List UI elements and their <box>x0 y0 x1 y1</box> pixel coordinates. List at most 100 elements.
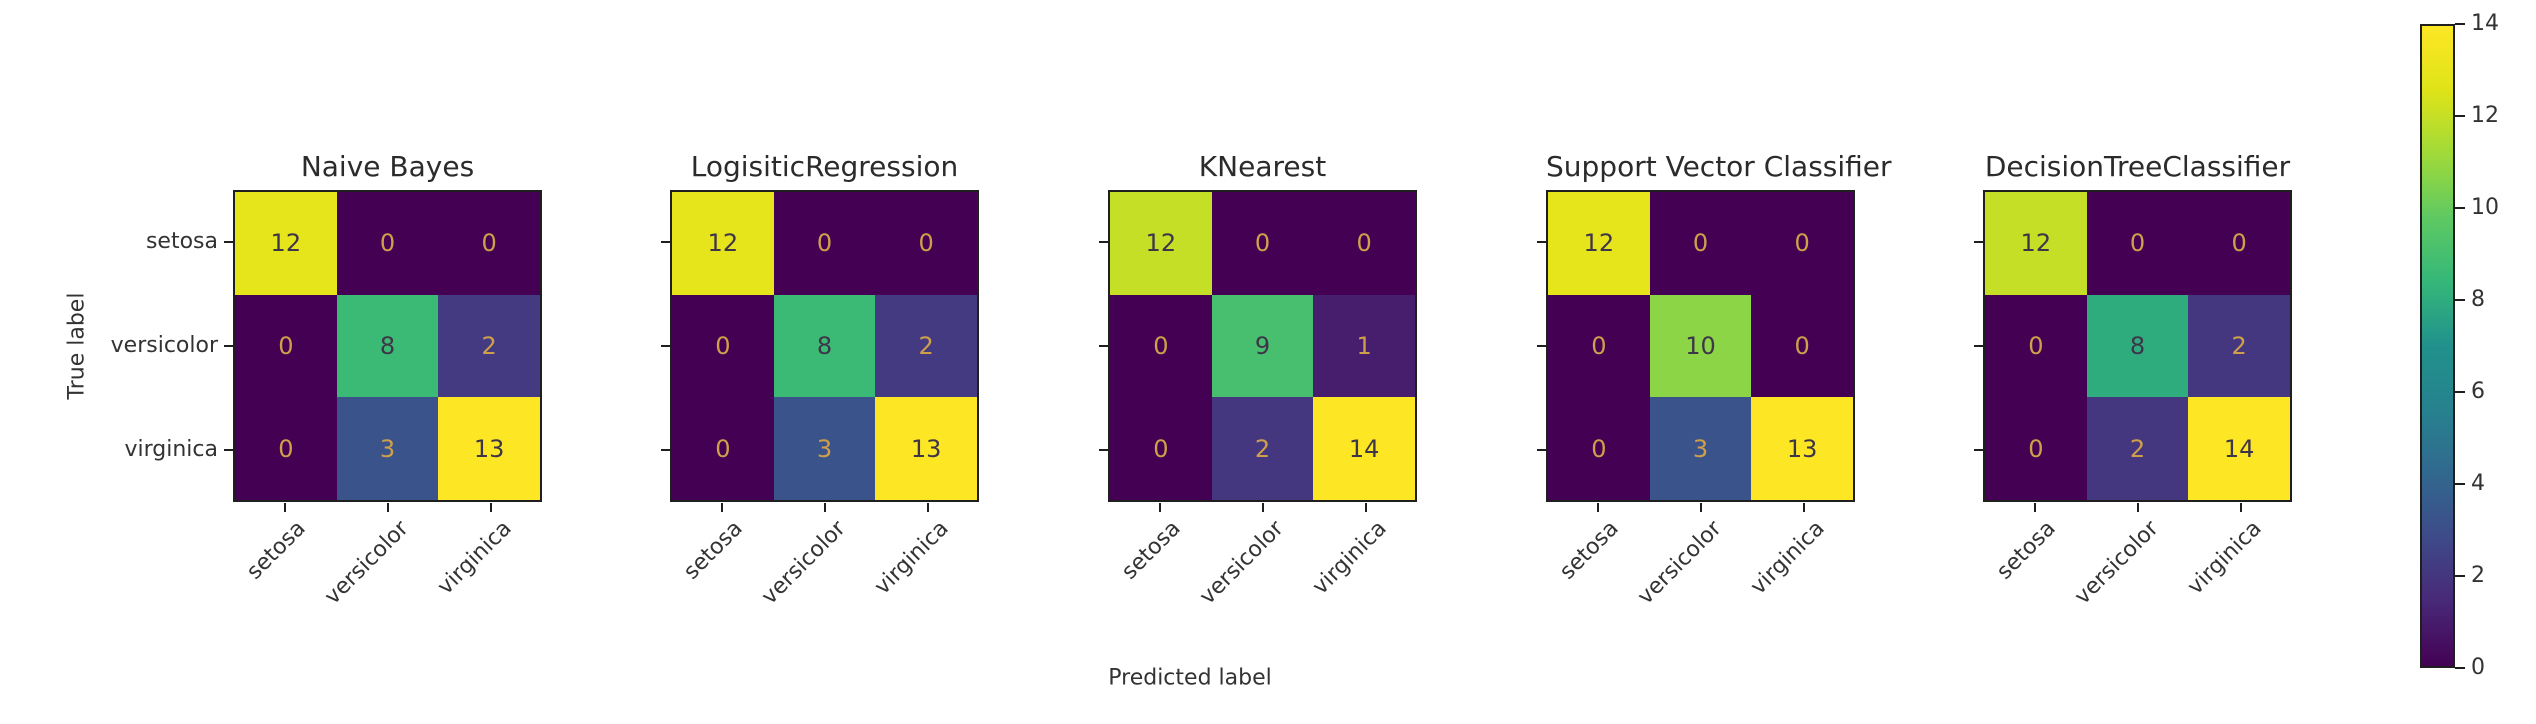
y-tick-mark <box>1974 345 1983 347</box>
matrix-cell-r1c2: 0 <box>1751 294 1853 398</box>
matrix-cell-r0c0: 12 <box>1548 192 1650 295</box>
x-tick-label: setosa <box>1991 516 2061 585</box>
x-tick-mark <box>386 503 389 512</box>
colorbar-gradient <box>2420 24 2455 668</box>
y-tick-mark <box>1099 345 1108 347</box>
colorbar-tick-label: 6 <box>2471 379 2485 404</box>
matrix-cell-r1c1: 8 <box>773 294 876 398</box>
x-tick-mark <box>1802 503 1805 512</box>
matrix-cell-r0c0: 12 <box>1110 192 1212 295</box>
colorbar-tick-mark <box>2455 115 2465 117</box>
colorbar-tick-mark <box>2455 299 2465 301</box>
x-tick-label: setosa <box>1116 516 1186 585</box>
x-tick-mark <box>489 503 492 512</box>
matrix-cell-r2c0: 0 <box>672 397 774 500</box>
subplot-title: KNearest <box>1198 150 1327 183</box>
x-tick-mark <box>1364 503 1367 512</box>
y-tick-mark <box>224 449 233 451</box>
matrix-cell-r1c1: 9 <box>1211 294 1314 398</box>
colorbar-tick-label: 8 <box>2471 287 2485 312</box>
matrix-cell-r0c1: 0 <box>773 192 876 295</box>
y-tick-label: setosa <box>145 229 218 254</box>
x-tick-mark <box>926 503 929 512</box>
x-tick-mark <box>283 503 286 512</box>
colorbar-tick-mark <box>2455 23 2465 25</box>
matrix-cell-r2c1: 2 <box>1211 397 1314 500</box>
matrix-cell-r0c0: 12 <box>672 192 774 295</box>
matrix-cell-r0c2: 0 <box>1751 192 1853 295</box>
matrix-cell-r2c1: 3 <box>336 397 439 500</box>
matrix-cell-r2c2: 14 <box>1313 397 1415 500</box>
matrix-cell-r2c0: 0 <box>1110 397 1212 500</box>
colorbar-tick-label: 4 <box>2471 471 2485 496</box>
matrix-cell-r1c0: 0 <box>1548 294 1650 398</box>
x-tick-mark <box>2136 503 2139 512</box>
confusion-matrix: 12 0 0 0 8 2 0 3 13 <box>233 190 542 502</box>
x-tick-label: setosa <box>1554 516 1624 585</box>
matrix-cell-r2c2: 13 <box>875 397 977 500</box>
matrix-cell-r2c0: 0 <box>235 397 337 500</box>
matrix-cell-r2c2: 14 <box>2188 397 2290 500</box>
y-tick-mark <box>224 345 233 347</box>
colorbar-tick-label: 12 <box>2471 103 2499 128</box>
matrix-cell-r1c2: 2 <box>875 294 977 398</box>
matrix-cell-r1c2: 2 <box>438 294 540 398</box>
y-tick-mark <box>1537 449 1546 451</box>
x-tick-mark <box>720 503 723 512</box>
matrix-cell-r2c1: 2 <box>2086 397 2189 500</box>
matrix-cell-r2c1: 3 <box>773 397 876 500</box>
colorbar-tick-label: 0 <box>2471 655 2485 680</box>
subplot-title: Naive Bayes <box>300 150 475 183</box>
x-tick-mark <box>823 503 826 512</box>
colorbar-tick-label: 14 <box>2471 11 2499 36</box>
y-tick-mark <box>1974 241 1983 243</box>
x-tick-mark <box>1158 503 1161 512</box>
x-tick-mark <box>2033 503 2036 512</box>
matrix-cell-r0c0: 12 <box>235 192 337 295</box>
confusion-matrix: 12 0 0 0 9 1 0 2 14 <box>1108 190 1417 502</box>
matrix-cell-r2c0: 0 <box>1985 397 2087 500</box>
subplot-title: LogisiticRegression <box>690 150 959 183</box>
x-tick-mark <box>1699 503 1702 512</box>
colorbar-tick-mark <box>2455 207 2465 209</box>
y-tick-label: virginica <box>124 437 219 462</box>
x-tick-label: setosa <box>241 516 311 585</box>
y-tick-mark <box>661 241 670 243</box>
subplot-title: DecisionTreeClassifier <box>1984 150 2291 183</box>
matrix-cell-r1c0: 0 <box>1110 294 1212 398</box>
matrix-cell-r0c1: 0 <box>1211 192 1314 295</box>
matrix-cell-r1c0: 0 <box>672 294 774 398</box>
matrix-cell-r2c1: 3 <box>1649 397 1752 500</box>
matrix-cell-r1c2: 1 <box>1313 294 1415 398</box>
matrix-cell-r1c1: 8 <box>2086 294 2189 398</box>
matrix-cell-r2c2: 13 <box>1751 397 1853 500</box>
matrix-cell-r0c2: 0 <box>875 192 977 295</box>
matrix-cell-r0c0: 12 <box>1985 192 2087 295</box>
colorbar-tick-mark <box>2455 667 2465 669</box>
matrix-cell-r1c2: 2 <box>2188 294 2290 398</box>
matrix-cell-r1c0: 0 <box>1985 294 2087 398</box>
x-axis-label: Predicted label <box>1108 665 1272 691</box>
y-axis-label: True label <box>64 292 90 400</box>
matrix-cell-r2c2: 13 <box>438 397 540 500</box>
confusion-matrix: 12 0 0 0 10 0 0 3 13 <box>1546 190 1855 502</box>
matrix-cell-r0c1: 0 <box>336 192 439 295</box>
y-tick-mark <box>1537 345 1546 347</box>
matrix-cell-r0c1: 0 <box>1649 192 1752 295</box>
matrix-cell-r0c2: 0 <box>1313 192 1415 295</box>
matrix-cell-r0c2: 0 <box>438 192 540 295</box>
matrix-cell-r1c1: 8 <box>336 294 439 398</box>
x-tick-mark <box>2239 503 2242 512</box>
matrix-cell-r2c0: 0 <box>1548 397 1650 500</box>
colorbar-tick-mark <box>2455 391 2465 393</box>
x-tick-label: setosa <box>678 516 748 585</box>
colorbar-tick-label: 2 <box>2471 563 2485 588</box>
y-tick-label: versicolor <box>110 333 218 358</box>
y-tick-mark <box>224 241 233 243</box>
subplot-title: Support Vector Classifier <box>1546 150 1892 183</box>
matrix-cell-r1c0: 0 <box>235 294 337 398</box>
colorbar-tick-mark <box>2455 575 2465 577</box>
x-tick-mark <box>1261 503 1264 512</box>
confusion-matrix: 12 0 0 0 8 2 0 3 13 <box>670 190 979 502</box>
